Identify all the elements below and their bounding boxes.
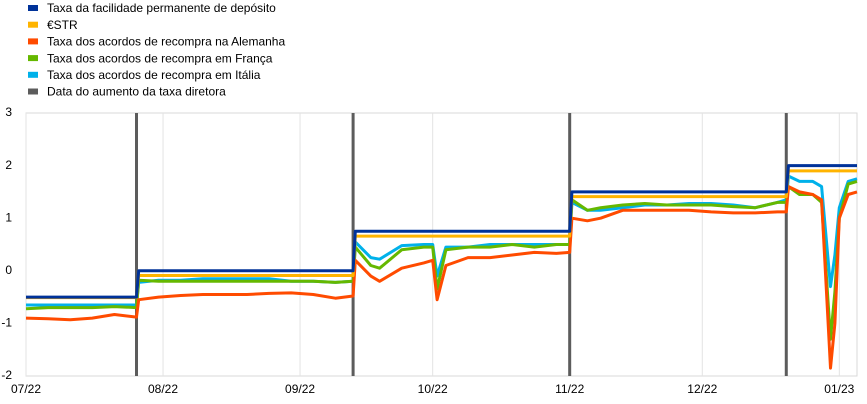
- legend-label: Taxa dos acordos de recompra em Itália: [47, 68, 261, 82]
- series-line: [26, 164, 857, 299]
- legend-label: €STR: [47, 18, 78, 32]
- y-tick-label: 2: [5, 158, 12, 172]
- legend-label: Taxa da facilidade permanente de depósit…: [47, 1, 276, 15]
- x-tick-label: 10/22: [418, 382, 448, 396]
- plot-frame: [25, 112, 858, 377]
- x-tick-label: 07/22: [11, 382, 41, 396]
- legend-label: Taxa dos acordos de recompra na Alemanha: [47, 35, 285, 49]
- legend-swatch: [28, 88, 38, 95]
- legend-swatch: [28, 38, 38, 45]
- series-line: [25, 185, 858, 370]
- legend-swatch: [28, 55, 38, 62]
- legend-swatch: [28, 5, 38, 11]
- x-tick-label: 01/23: [824, 382, 854, 396]
- y-tick-label: 3: [5, 105, 12, 119]
- legend-swatch: [28, 71, 38, 78]
- y-tick-label: 1: [5, 210, 12, 224]
- x-tick-label: 09/22: [285, 382, 315, 396]
- x-tick-label: 12/22: [687, 382, 717, 396]
- x-tick-label: 11/22: [555, 382, 584, 396]
- y-tick-label: 0: [5, 263, 12, 277]
- legend-label: Data do aumento da taxa diretora: [47, 85, 226, 99]
- legend-label: Taxa dos acordos de recompra em França: [47, 51, 273, 65]
- y-tick-label: -2: [1, 368, 12, 382]
- y-tick-label: -1: [1, 316, 12, 330]
- legend-swatch: [28, 21, 38, 28]
- x-tick-label: 08/22: [148, 382, 178, 396]
